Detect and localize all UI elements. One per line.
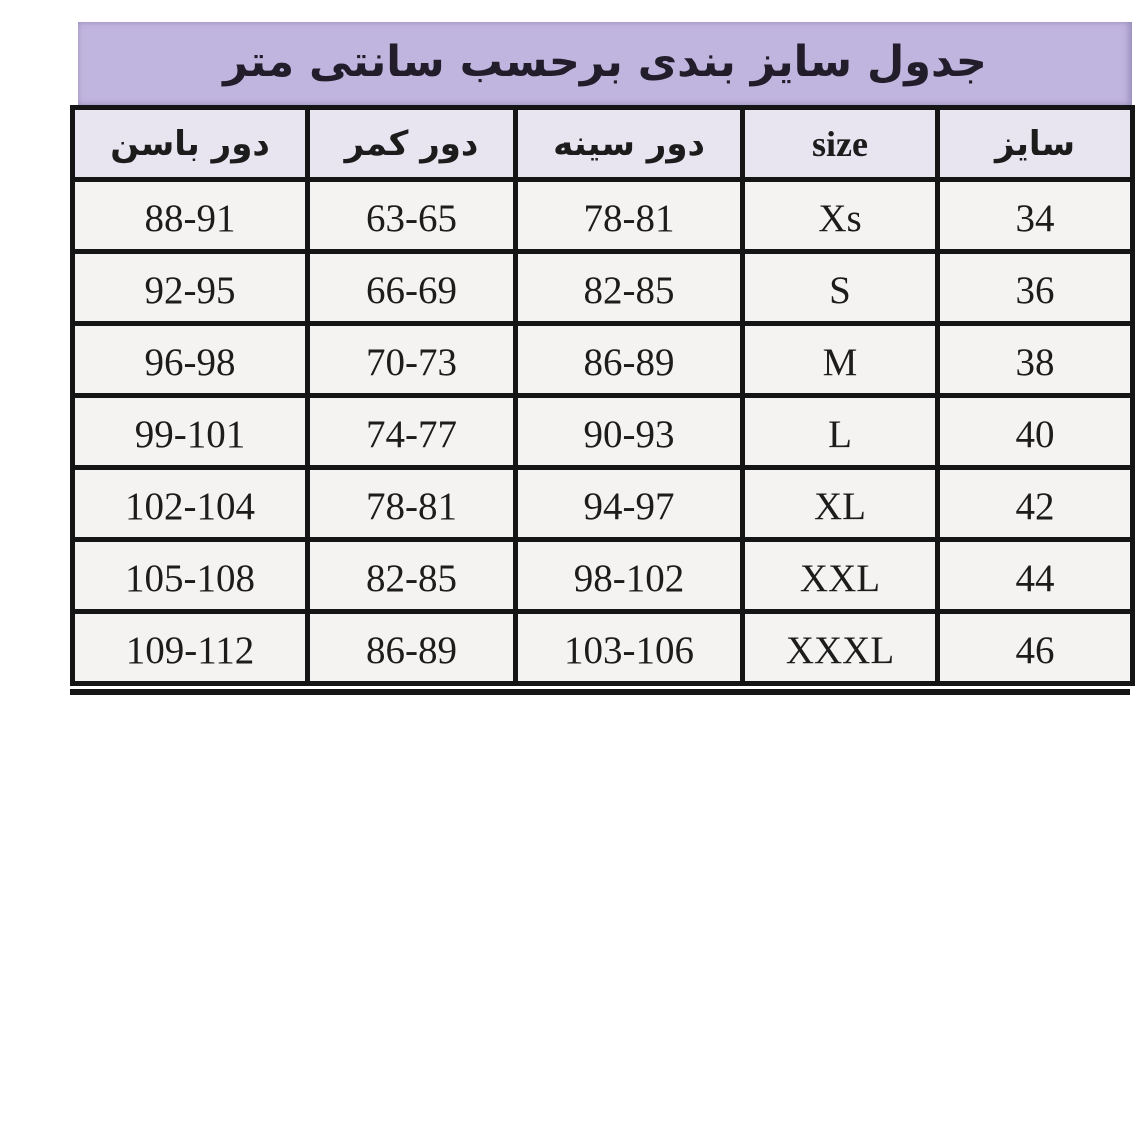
header-cell-hip: دور باسن: [70, 105, 310, 182]
table-cell-size-letter: XXXL: [740, 609, 940, 686]
table-cell-hip: 109-112: [70, 609, 310, 686]
table-row: 102-104 78-81 94-97 XL 42: [70, 465, 1135, 542]
table-cell-hip: 99-101: [70, 393, 310, 470]
header-cell-size-number: سایز: [935, 105, 1135, 182]
table-cell-hip: 96-98: [70, 321, 310, 398]
table-cell-size-number: 46: [935, 609, 1135, 686]
table-header-row: دور باسن دور کمر دور سینه size سایز: [70, 105, 1135, 182]
table-cell-size-number: 42: [935, 465, 1135, 542]
table-row: 92-95 66-69 82-85 S 36: [70, 249, 1135, 326]
header-cell-waist: دور کمر: [305, 105, 518, 182]
size-chart-table: دور باسن دور کمر دور سینه size سایز 88-9…: [70, 105, 1135, 686]
table-cell-size-letter: S: [740, 249, 940, 326]
table-cell-size-letter: M: [740, 321, 940, 398]
table-cell-size-number: 38: [935, 321, 1135, 398]
header-cell-size-letter: size: [740, 105, 940, 182]
table-cell-size-letter: XXL: [740, 537, 940, 614]
cropped-next-row-border: [70, 689, 1130, 695]
table-cell-chest: 103-106: [513, 609, 745, 686]
table-row: 88-91 63-65 78-81 Xs 34: [70, 177, 1135, 254]
table-cell-waist: 82-85: [305, 537, 518, 614]
table-cell-size-letter: L: [740, 393, 940, 470]
table-cell-chest: 94-97: [513, 465, 745, 542]
table-cell-chest: 86-89: [513, 321, 745, 398]
table-cell-waist: 78-81: [305, 465, 518, 542]
table-cell-hip: 92-95: [70, 249, 310, 326]
table-cell-size-number: 34: [935, 177, 1135, 254]
size-chart-table-wrap: دور باسن دور کمر دور سینه size سایز 88-9…: [70, 105, 1135, 695]
table-row: 109-112 86-89 103-106 XXXL 46: [70, 609, 1135, 686]
table-cell-waist: 86-89: [305, 609, 518, 686]
table-cell-size-number: 40: [935, 393, 1135, 470]
table-cell-chest: 82-85: [513, 249, 745, 326]
table-row: 96-98 70-73 86-89 M 38: [70, 321, 1135, 398]
table-cell-waist: 66-69: [305, 249, 518, 326]
table-cell-chest: 90-93: [513, 393, 745, 470]
table-cell-waist: 74-77: [305, 393, 518, 470]
table-row: 105-108 82-85 98-102 XXL 44: [70, 537, 1135, 614]
table-cell-hip: 88-91: [70, 177, 310, 254]
table-cell-hip: 102-104: [70, 465, 310, 542]
table-cell-waist: 70-73: [305, 321, 518, 398]
table-cell-hip: 105-108: [70, 537, 310, 614]
table-cell-chest: 98-102: [513, 537, 745, 614]
table-cell-size-letter: XL: [740, 465, 940, 542]
table-cell-chest: 78-81: [513, 177, 745, 254]
page-title: جدول سایز بندی برحسب سانتی متر: [223, 36, 987, 87]
table-cell-size-letter: Xs: [740, 177, 940, 254]
table-cell-size-number: 36: [935, 249, 1135, 326]
table-row: 99-101 74-77 90-93 L 40: [70, 393, 1135, 470]
header-cell-chest: دور سینه: [513, 105, 745, 182]
table-cell-size-number: 44: [935, 537, 1135, 614]
table-cell-waist: 63-65: [305, 177, 518, 254]
title-band: جدول سایز بندی برحسب سانتی متر: [78, 22, 1132, 105]
